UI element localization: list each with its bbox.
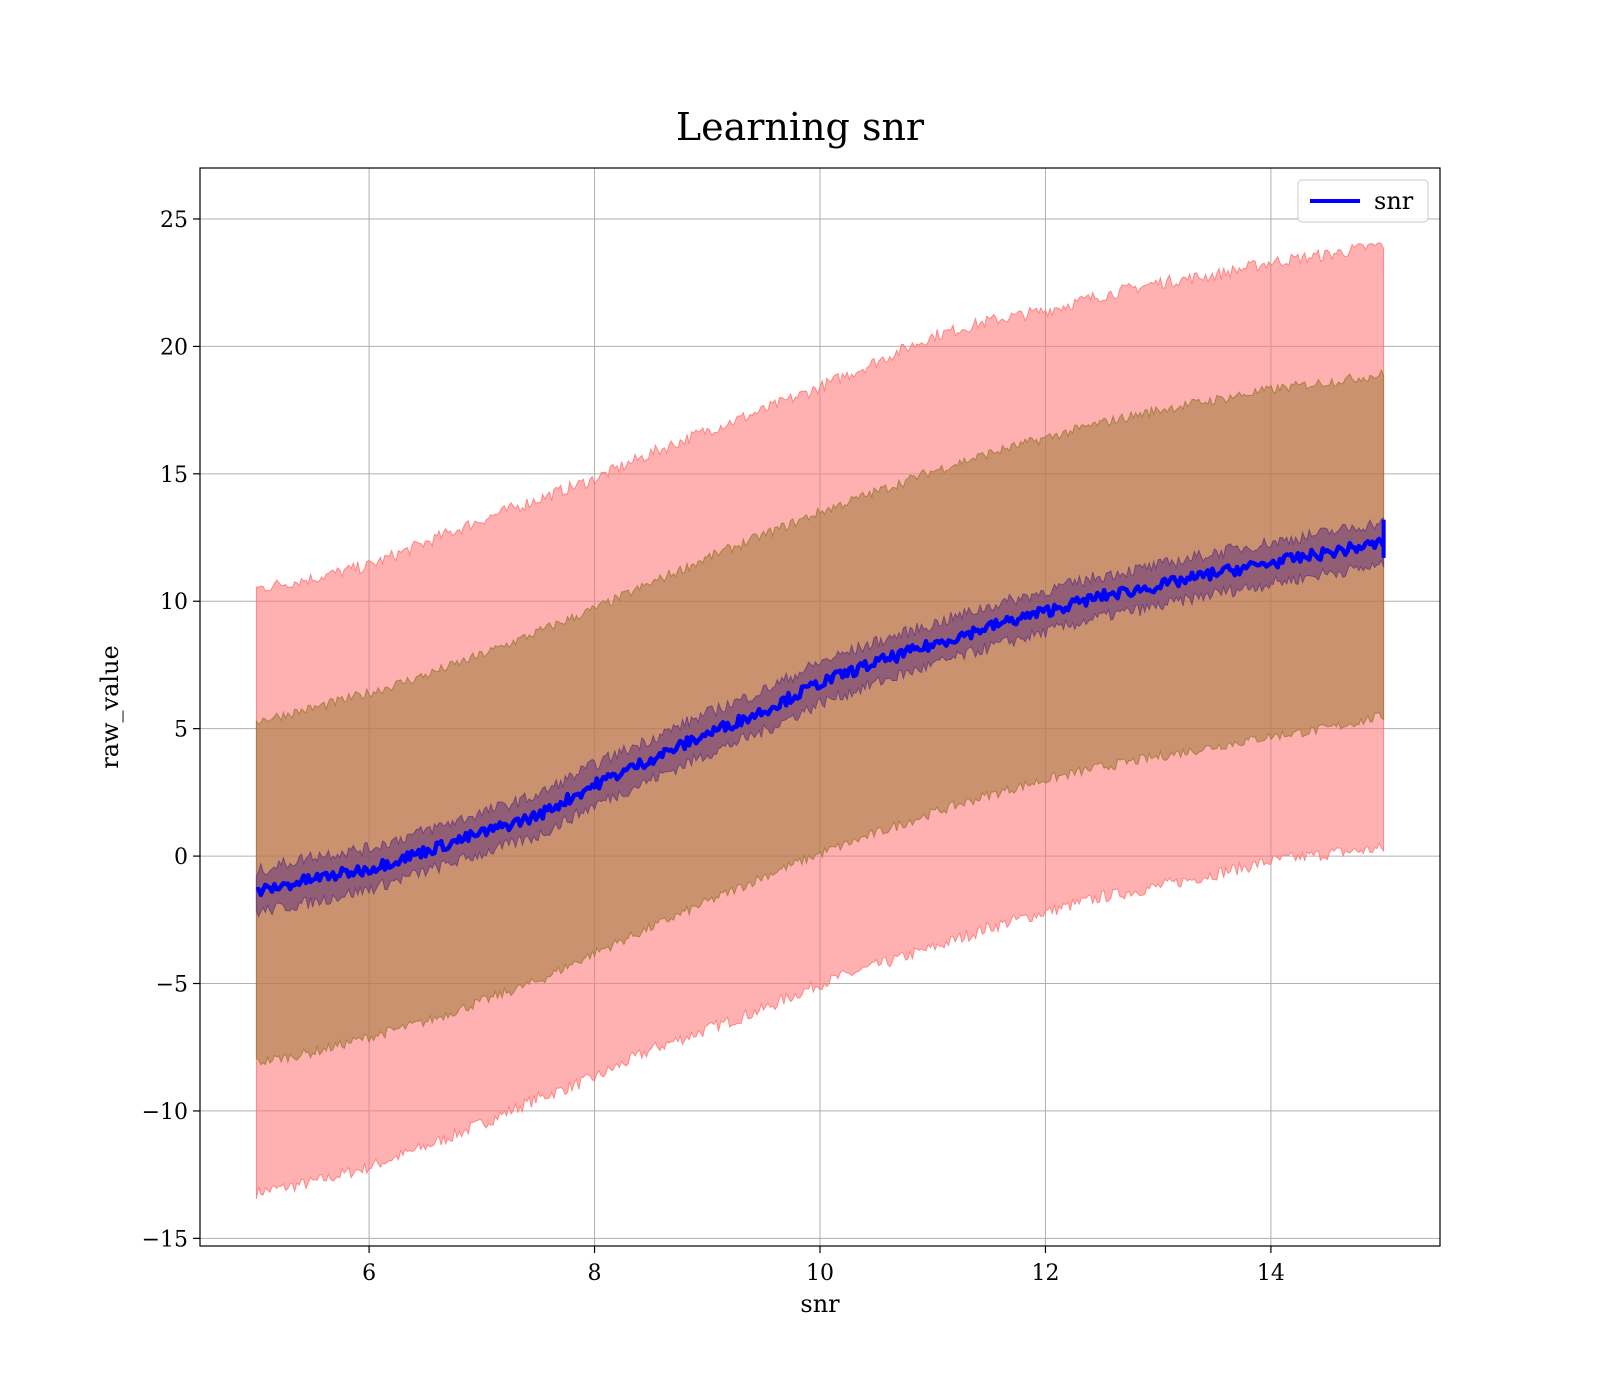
legend: snr	[1297, 179, 1429, 223]
y-axis-label: raw_value	[96, 645, 124, 769]
y-tick-label: 20	[160, 335, 188, 360]
y-tick-label: 0	[174, 845, 188, 870]
x-tick-label: 8	[588, 1261, 602, 1286]
y-tick-label: 5	[174, 718, 188, 743]
y-tick-label: 25	[160, 208, 188, 233]
y-tick-label: −5	[156, 973, 188, 998]
ticks: 6 8 10 12 14 −15 −10 −5 0 5 10 15 20 25	[142, 208, 1285, 1286]
y-tick-label: 15	[160, 463, 188, 488]
x-tick-label: 10	[806, 1261, 834, 1286]
x-tick-label: 14	[1257, 1261, 1285, 1286]
band-middle-band	[255, 369, 1385, 1066]
y-tick-label: −15	[142, 1227, 188, 1252]
chart-title: Learning snr	[676, 105, 925, 149]
y-tick-label: 10	[160, 590, 188, 615]
x-tick-label: 6	[362, 1261, 376, 1286]
legend-label-snr: snr	[1374, 187, 1414, 215]
x-tick-label: 12	[1031, 1261, 1059, 1286]
x-axis-label: snr	[800, 1290, 840, 1318]
legend-box	[1297, 179, 1429, 223]
series-line-snr	[255, 536, 1386, 898]
series	[255, 519, 1386, 898]
y-tick-label: −10	[142, 1100, 188, 1125]
